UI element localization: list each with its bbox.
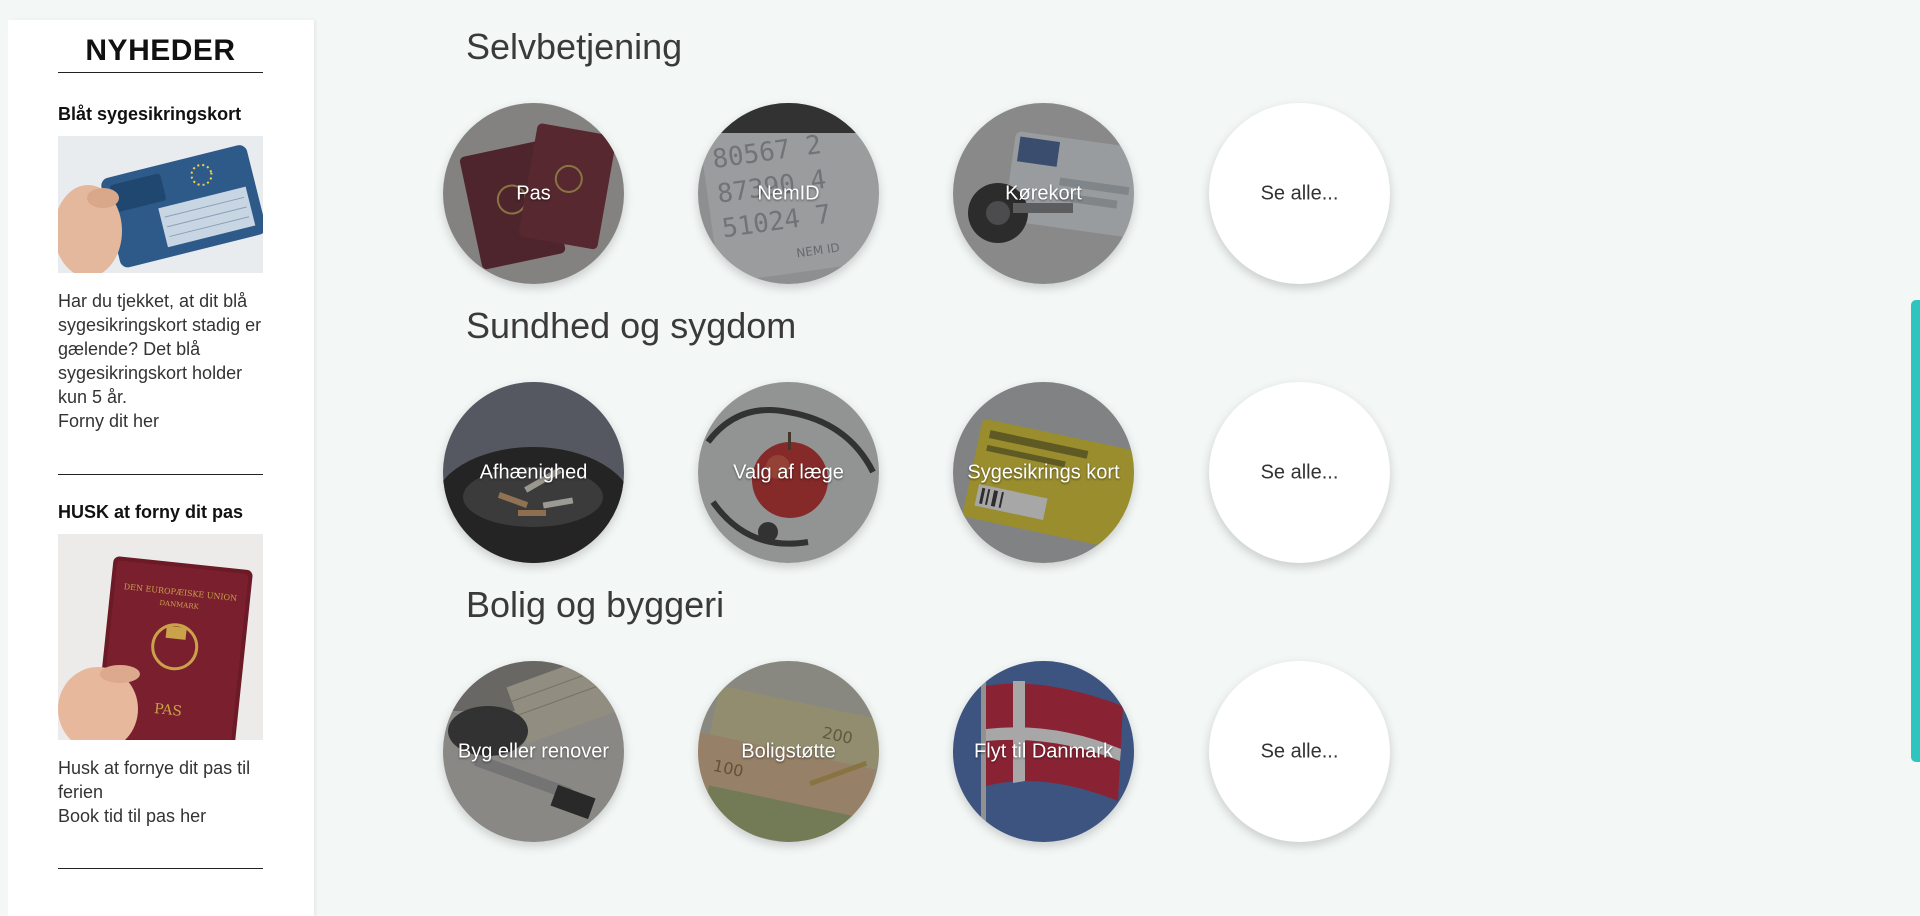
tile-label: Flyt til Danmark: [974, 740, 1113, 762]
tile-label: Byg eller renover: [457, 740, 610, 762]
tile-sygesikrings-kort[interactable]: Sygesikrings kort: [953, 382, 1134, 563]
tile-overlay: [443, 661, 624, 842]
news-heading[interactable]: Blåt sygesikringskort: [58, 104, 242, 124]
tile-korekort[interactable]: Kørekort: [953, 103, 1134, 284]
tile-label: Sygesikrings kort: [967, 461, 1120, 483]
tile-pas[interactable]: Pas: [443, 103, 624, 284]
apple-stethoscope-photo-icon: [698, 382, 879, 563]
tile-see-all-bolig[interactable]: Se alle...: [1209, 661, 1390, 842]
danish-flag-photo-icon: [953, 661, 1134, 842]
svg-text:NEM ID: NEM ID: [796, 240, 841, 260]
tile-flyt-til-danmark[interactable]: Flyt til Danmark: [953, 661, 1134, 842]
section-title-bolig: Bolig og byggeri: [466, 584, 725, 625]
health-card-photo-icon: [953, 382, 1134, 563]
news-sidebar: NYHEDER Blåt sygesikringskort: [8, 20, 314, 916]
tile-label: Valg af læge: [733, 461, 844, 483]
tile-overlay: [953, 661, 1134, 842]
news-heading[interactable]: HUSK at forny dit pas: [58, 502, 244, 522]
tile-nemid[interactable]: 80567 2 87390 4 51024 7 NEM ID NemID: [698, 103, 879, 284]
blue-health-card-photo-icon[interactable]: [58, 136, 263, 273]
tile-overlay: [698, 103, 879, 284]
tile-label: Se alle...: [1260, 182, 1339, 204]
news-title: NYHEDER: [58, 34, 263, 73]
svg-text:PAS: PAS: [153, 701, 182, 720]
tile-see-all-sundhed[interactable]: Se alle...: [1209, 382, 1390, 563]
news-item-passport: HUSK at forny dit pas DEN EUROPÆISKE UNI…: [58, 502, 263, 828]
renew-health-card-link[interactable]: Forny dit her: [58, 411, 160, 431]
danish-passport-photo-icon[interactable]: DEN EUROPÆISKE UNION DANMARK PAS: [58, 534, 263, 740]
nemid-card-photo-icon: 80567 2 87390 4 51024 7 NEM ID: [698, 103, 879, 284]
section-title-sundhed: Sundhed og sygdom: [466, 305, 797, 346]
banknotes-photo-icon: 200 100: [698, 661, 879, 842]
tile-label: Kørekort: [1005, 182, 1082, 204]
tile-afhaenighed[interactable]: Afhænighed: [443, 382, 624, 563]
tile-overlay: [953, 103, 1134, 284]
tile-label: NemID: [757, 182, 820, 204]
passport-photo-icon: [443, 103, 624, 284]
tile-label: Afhænighed: [479, 461, 588, 483]
tile-overlay: [953, 382, 1134, 563]
news-divider: [58, 474, 263, 475]
tools-photo-icon: [443, 661, 624, 842]
news-item-health-card: Blåt sygesikringskort Har du tjekket, at: [58, 104, 263, 433]
tile-see-all-selvbetjening[interactable]: Se alle...: [1209, 103, 1390, 284]
book-passport-link[interactable]: Book tid til pas her: [58, 806, 207, 826]
tile-label: Pas: [516, 182, 551, 204]
tile-overlay: [443, 103, 624, 284]
scrollbar-thumb[interactable]: [1911, 300, 1920, 762]
tile-label: Boligstøtte: [741, 740, 836, 762]
tile-label: Se alle...: [1260, 461, 1339, 483]
news-divider: [58, 868, 263, 869]
tile-valg-af-laege[interactable]: Valg af læge: [698, 382, 879, 563]
tile-overlay: [698, 382, 879, 563]
tile-overlay: [698, 661, 879, 842]
tile-overlay: [443, 382, 624, 563]
tile-byg-eller-renover[interactable]: Byg eller renover: [443, 661, 624, 842]
section-title-selvbetjening: Selvbetjening: [466, 26, 683, 67]
news-text: Har du tjekket, at dit blå sygesikringsk…: [58, 291, 262, 407]
drivers-license-photo-icon: [953, 103, 1134, 284]
tile-label: Se alle...: [1260, 740, 1339, 762]
ashtray-photo-icon: [443, 382, 624, 563]
page-scrollbar[interactable]: [1910, 0, 1920, 916]
news-text: Husk at fornye dit pas til ferien: [58, 758, 251, 802]
tile-boligstotte[interactable]: 200 100 Boligstøtte: [698, 661, 879, 842]
